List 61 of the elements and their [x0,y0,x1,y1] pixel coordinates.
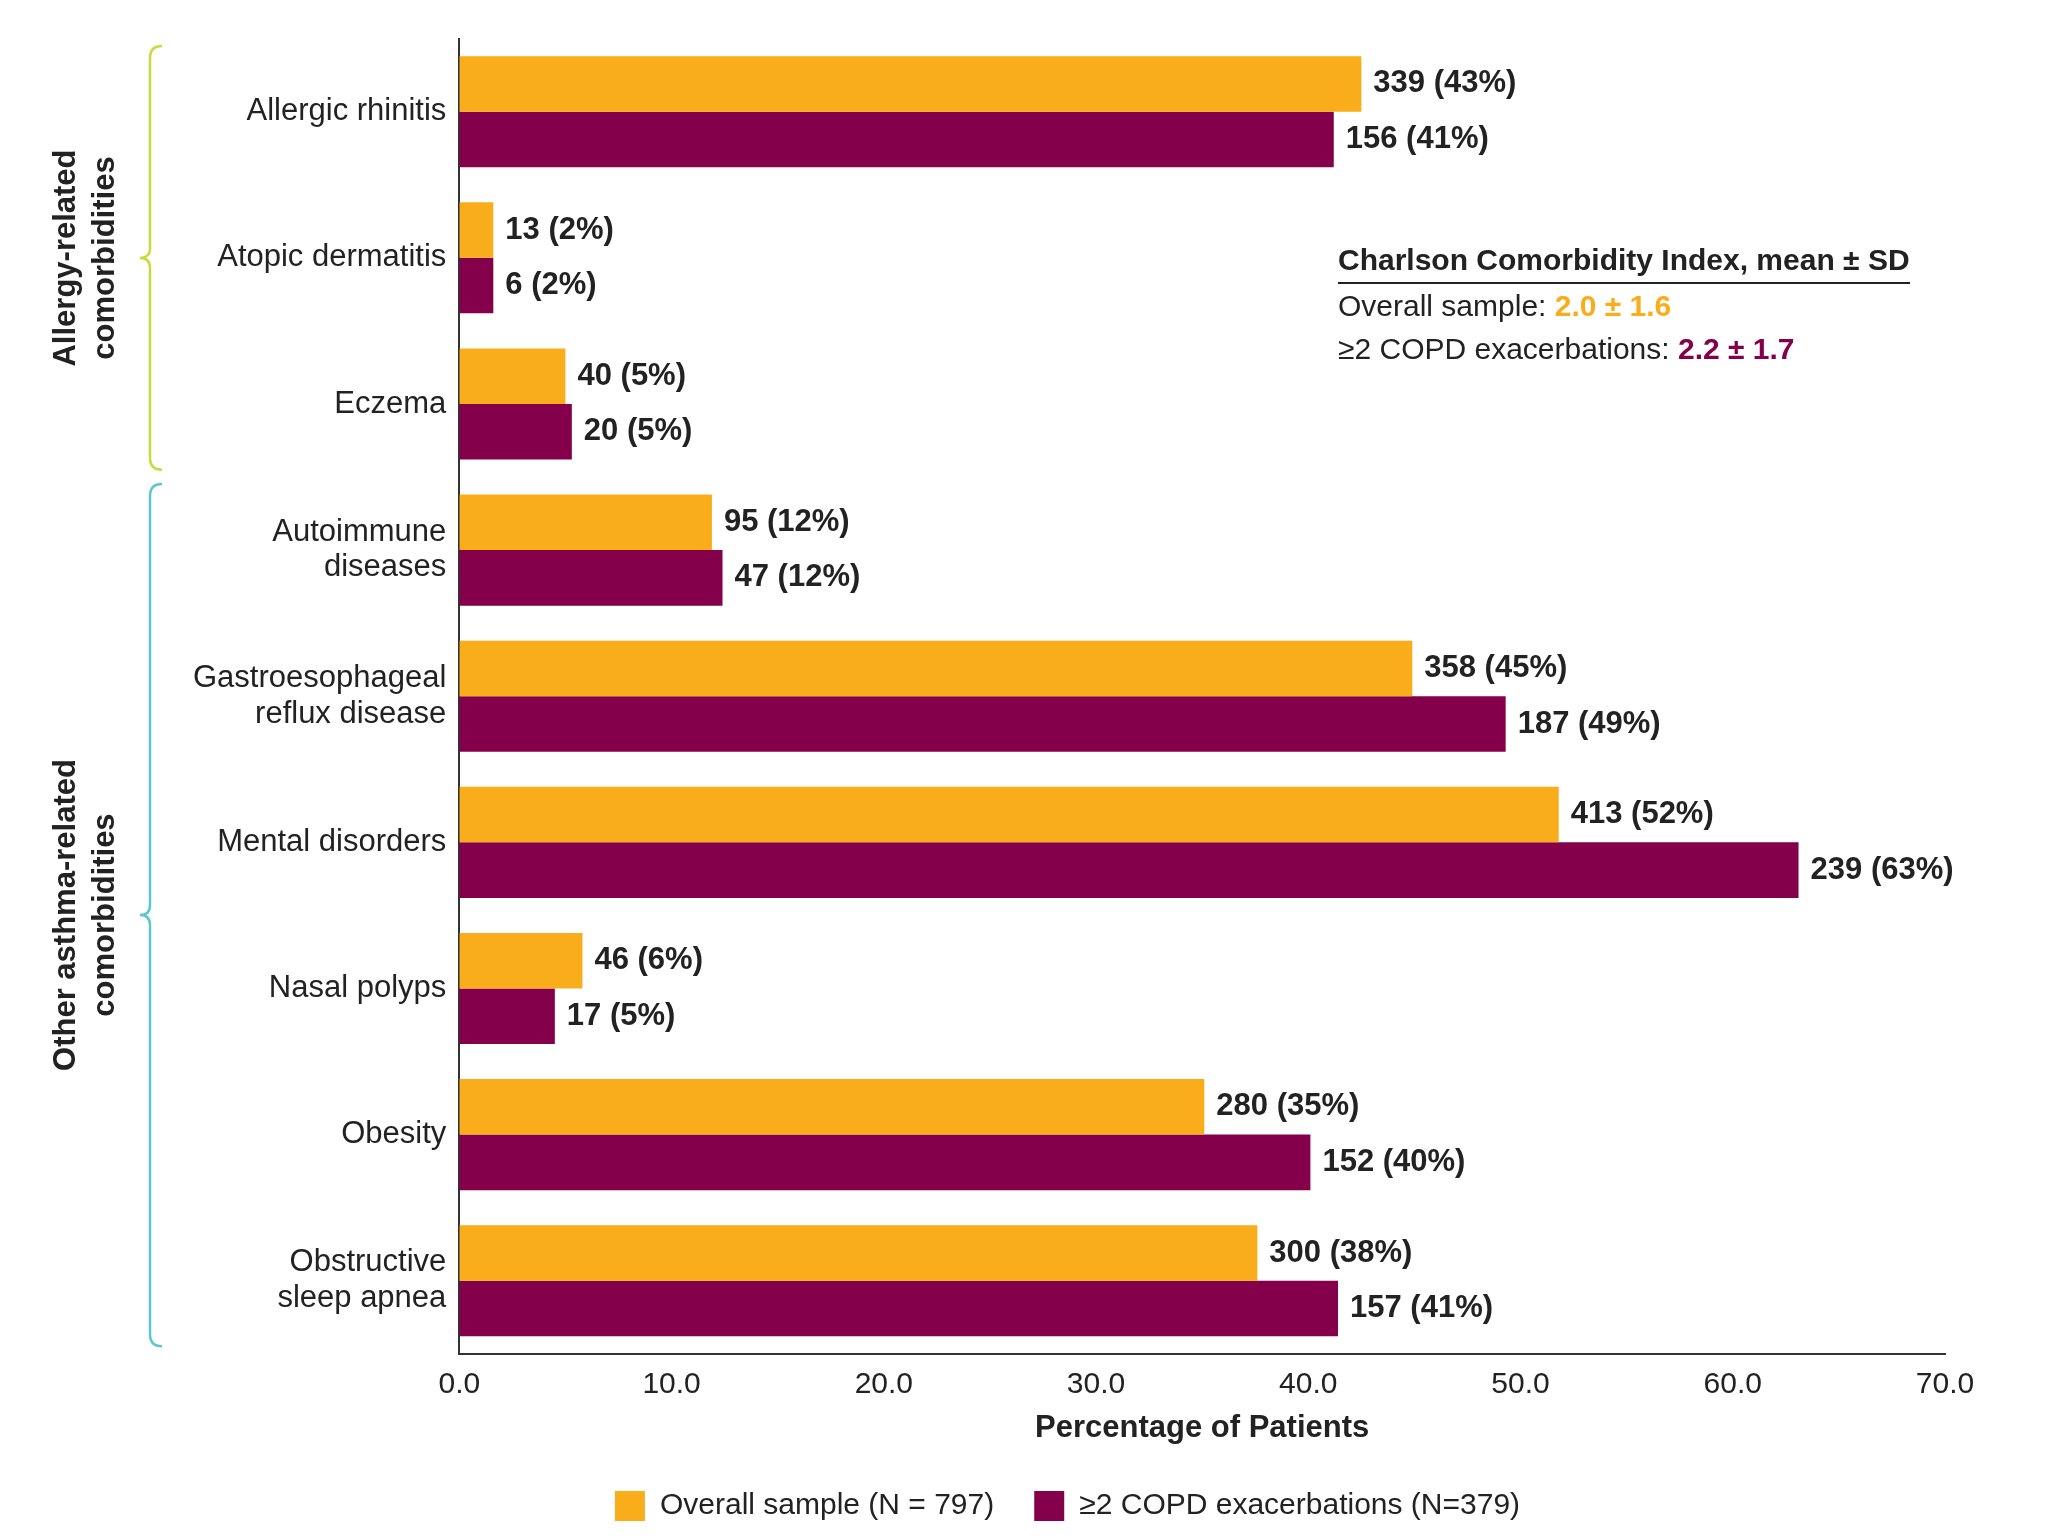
annotation: ≥2 COPD exacerbations: 2.2 ± 1.7 [1338,331,1796,367]
annotation: Overall sample: 2.0 ± 1.6 [1338,287,1673,324]
data-label: 46 (6%) [594,941,703,977]
bar [459,1079,1205,1135]
data-label: 17 (5%) [566,996,676,1032]
x-tick-label: 0.0 [438,1366,481,1400]
annotation: Charlson Comorbidity Index, mean ± SD [1338,238,1910,284]
bar [459,56,1362,112]
x-tick-label: 60.0 [1703,1366,1762,1400]
x-tick-label: 40.0 [1279,1366,1338,1400]
data-label: 152 (40%) [1322,1142,1466,1178]
legend-label: Overall sample (N = 797) [659,1487,995,1521]
data-label: 156 (41%) [1345,120,1489,156]
y-tick-label: Gastroesophageal reflux disease [193,658,447,730]
text: Allergy-related comorbidities [46,148,122,369]
data-label: 239 (63%) [1810,850,1954,886]
y-tick-label: Autoimmune diseases [272,512,447,584]
x-tick-label: 10.0 [642,1366,701,1400]
x-tick-label: 50.0 [1491,1366,1550,1400]
data-label: 280 (35%) [1216,1087,1360,1123]
x-tick-label: 20.0 [854,1366,914,1400]
x-axis-title: Percentage of Patients [1035,1408,1370,1444]
data-label: 95 (12%) [723,502,850,538]
bar [459,494,712,551]
bar [459,403,572,460]
y-tick-label: Atopic dermatitis [217,238,447,274]
data-label: 20 (5%) [583,412,693,448]
bar [459,202,494,258]
bar [459,988,555,1045]
x-tick-label: 30.0 [1066,1366,1126,1400]
bar [459,111,1334,168]
text: Other asthma-related comorbidities [46,758,122,1074]
bar [459,1134,1311,1191]
bar [459,257,494,314]
data-label: 413 (52%) [1570,795,1714,831]
y-tick-label: Obstructive sleep apnea [277,1243,448,1315]
y-tick-label: Obesity [341,1115,447,1151]
bar [459,932,583,989]
x-tick-label: 70.0 [1915,1366,1975,1400]
data-label: 157 (41%) [1350,1289,1494,1325]
y-tick-label: Nasal polyps [268,969,447,1005]
bar [459,696,1506,752]
data-label: 47 (12%) [734,558,861,594]
y-tick-label: Allergic rhinitis [246,92,447,128]
y-tick-label: Eczema [334,384,448,420]
data-label: 300 (38%) [1269,1233,1413,1269]
data-label: 6 (2%) [505,266,597,302]
y-tick-label: Mental disorders [217,822,447,858]
data-label: 358 (45%) [1424,649,1568,685]
bar [459,1225,1258,1281]
legend-label: ≥2 COPD exacerbations (N=379) [1079,1487,1521,1521]
data-label: 40 (5%) [577,356,687,392]
bar [459,348,566,404]
data-label: 339 (43%) [1373,64,1517,100]
bar [459,640,1413,697]
bar [459,1280,1338,1337]
bar [459,550,723,606]
bar [459,842,1799,898]
data-label: 13 (2%) [505,210,614,246]
bar [459,786,1559,843]
data-label: 187 (49%) [1517,704,1661,740]
